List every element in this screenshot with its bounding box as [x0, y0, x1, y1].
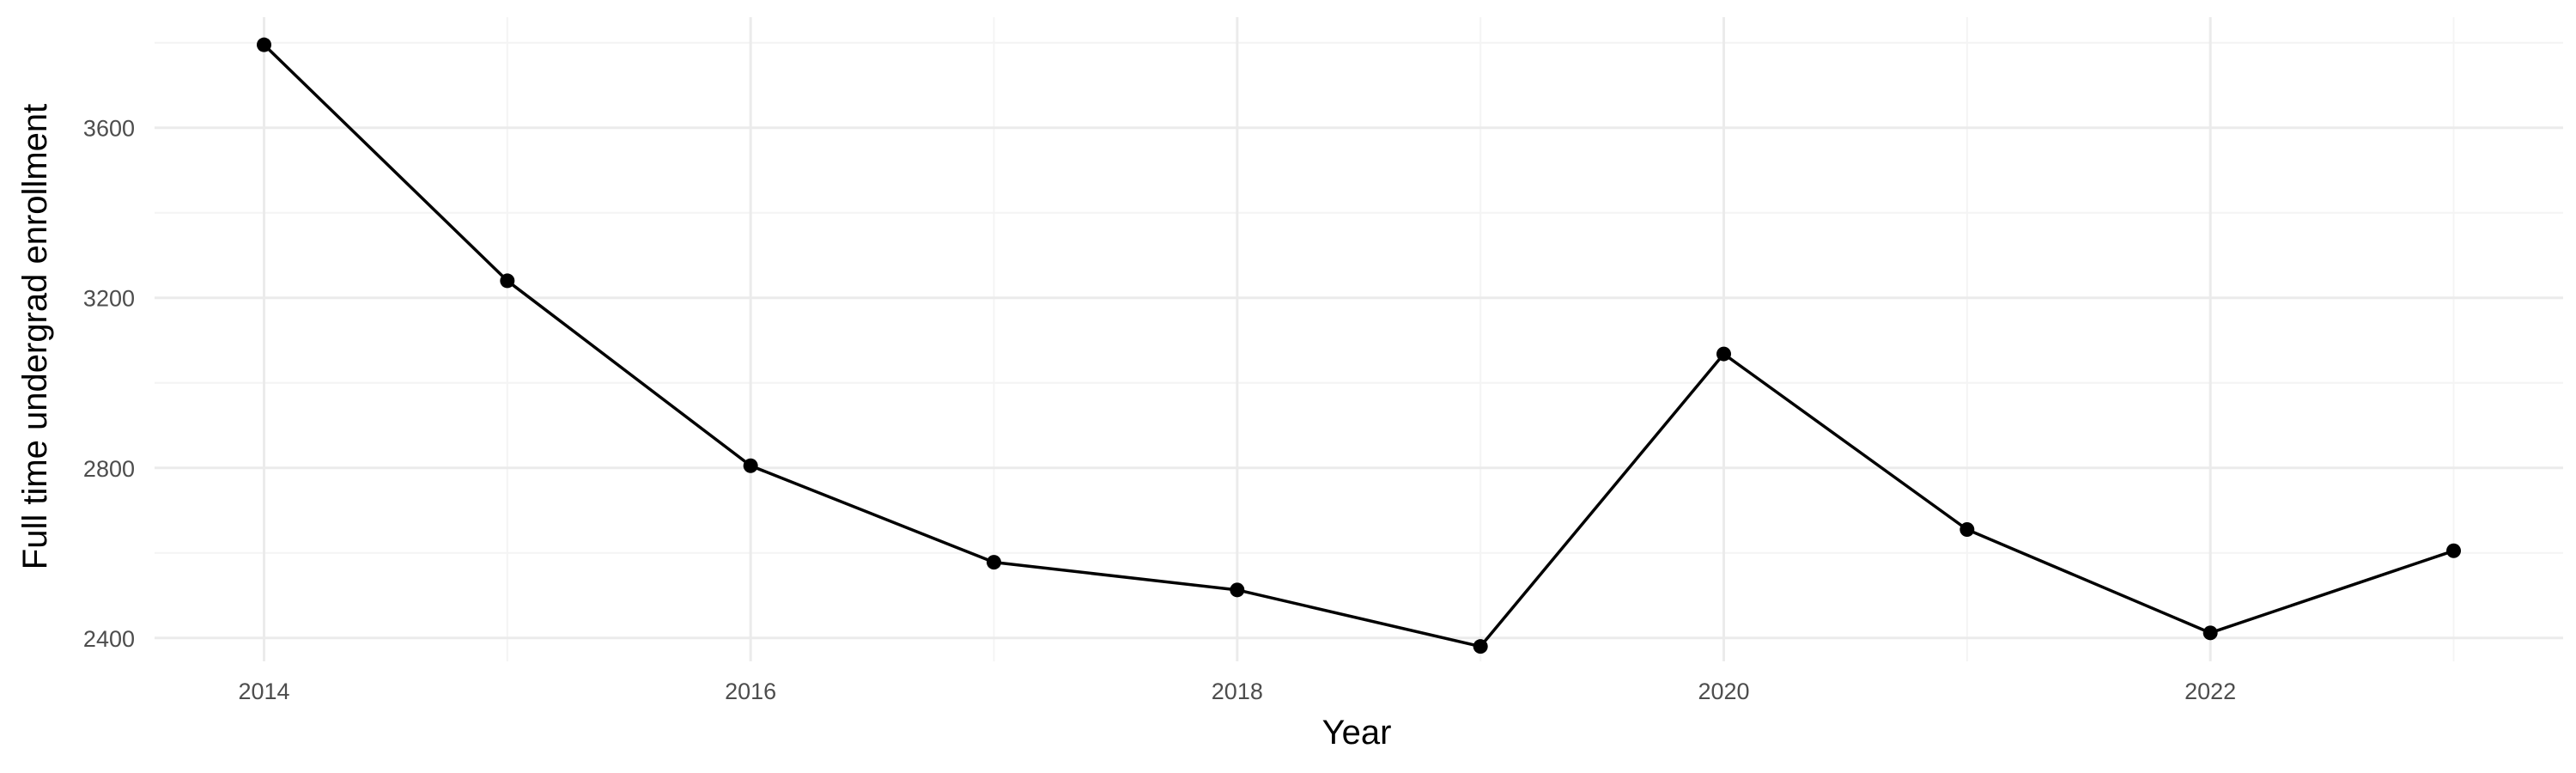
y-axis-ticks: 2400 2800 3200 3600 [83, 116, 135, 652]
x-tick-label: 2014 [238, 679, 289, 704]
major-gridlines [155, 17, 2563, 661]
minor-gridlines [155, 17, 2563, 661]
data-point [2446, 543, 2461, 558]
data-point [743, 458, 758, 473]
data-point [257, 37, 271, 52]
y-tick-label: 3600 [83, 116, 135, 142]
y-axis-title: Full time undergrad enrollment [16, 104, 54, 569]
x-axis-title: Year [1322, 714, 1392, 752]
data-points [257, 37, 2461, 654]
data-point [1230, 582, 1245, 598]
data-point [1473, 639, 1488, 654]
data-point [2202, 625, 2218, 641]
data-point [1959, 522, 1975, 538]
x-tick-label: 2022 [2184, 679, 2236, 704]
series-layer [263, 43, 2455, 648]
data-point [1716, 346, 1731, 362]
y-tick-label: 2800 [83, 456, 135, 482]
data-point [987, 555, 1001, 570]
data-point [500, 273, 515, 289]
y-tick-label: 2400 [83, 626, 135, 652]
x-tick-label: 2020 [1698, 679, 1749, 704]
y-tick-label: 3200 [83, 286, 135, 312]
x-tick-label: 2018 [1212, 679, 1263, 704]
x-axis-ticks: 2014 2016 2018 2020 2022 [238, 679, 2236, 704]
series-line [263, 43, 2455, 648]
x-tick-label: 2016 [725, 679, 776, 704]
